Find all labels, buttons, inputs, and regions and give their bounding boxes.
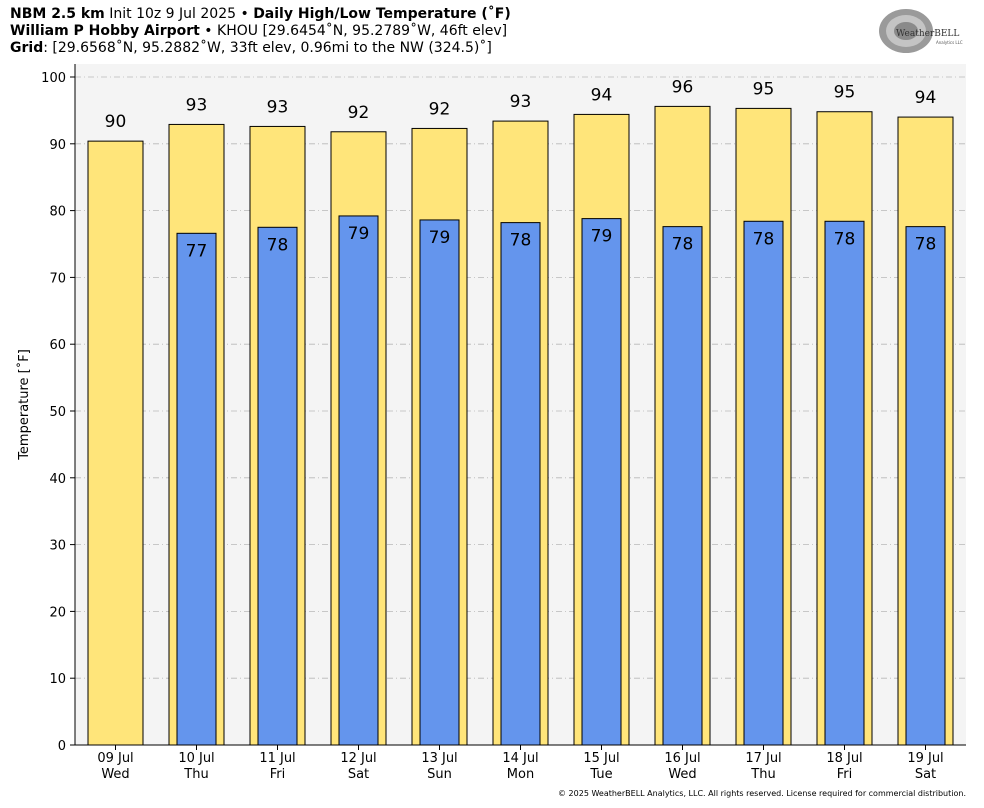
- logo-text: WeatherBELL: [896, 29, 959, 39]
- y-tick-label: 50: [49, 405, 66, 420]
- low-temp-bar: [257, 226, 298, 746]
- x-tick-date: 10 Jul: [178, 751, 214, 766]
- grid-label: Grid: [10, 40, 44, 56]
- x-tick-weekday: Thu: [183, 767, 208, 782]
- header-line-1: NBM 2.5 km Init 10z 9 Jul 2025 • Daily H…: [10, 6, 511, 23]
- y-tick-label: 60: [49, 338, 66, 353]
- low-temp-bar: [500, 222, 541, 746]
- high-temp-bar: [87, 140, 144, 746]
- header-line-3: Grid: [29.6568˚N, 95.2882˚W, 33ft elev, …: [10, 40, 511, 57]
- low-temp-label: 79: [591, 227, 613, 247]
- product-title: Daily High/Low Temperature (˚F): [253, 6, 511, 22]
- high-temp-label: 92: [348, 103, 370, 123]
- low-temp-label: 78: [834, 229, 856, 249]
- low-temp-bar: [581, 218, 622, 746]
- low-temp-label: 78: [753, 229, 775, 249]
- x-tick-date: 09 Jul: [97, 751, 133, 766]
- low-temp-bar: [662, 226, 703, 746]
- x-tick-weekday: Sat: [348, 767, 369, 782]
- x-tick-date: 13 Jul: [421, 751, 457, 766]
- x-tick-weekday: Fri: [270, 767, 286, 782]
- x-tick-date: 19 Jul: [907, 751, 943, 766]
- chart-header: NBM 2.5 km Init 10z 9 Jul 2025 • Daily H…: [10, 6, 511, 57]
- x-tick-date: 18 Jul: [826, 751, 862, 766]
- low-temp-bar: [824, 220, 865, 746]
- high-temp-label: 90: [105, 112, 127, 132]
- header-line-2: William P Hobby Airport • KHOU [29.6454˚…: [10, 23, 511, 40]
- high-temp-label: 93: [267, 97, 289, 117]
- high-temp-label: 96: [672, 77, 694, 97]
- high-temp-label: 92: [429, 99, 451, 119]
- high-temp-label: 94: [591, 85, 613, 105]
- high-temp-label: 95: [834, 83, 856, 103]
- y-tick-label: 40: [49, 472, 66, 487]
- low-temp-label: 78: [510, 231, 532, 251]
- bars: [87, 105, 954, 746]
- separator: •: [240, 6, 249, 22]
- station-name: William P Hobby Airport: [10, 23, 200, 39]
- low-temp-bar: [419, 219, 460, 746]
- y-tick-label: 20: [49, 605, 66, 620]
- low-temp-bar: [905, 226, 946, 746]
- low-temp-label: 78: [915, 235, 937, 255]
- low-temp-bar: [338, 215, 379, 746]
- y-axis-label: Temperature [˚F]: [16, 349, 32, 461]
- grid-info: : [29.6568˚N, 95.2882˚W, 33ft elev, 0.96…: [43, 40, 492, 56]
- x-tick-weekday: Sun: [427, 767, 452, 782]
- model-name: NBM 2.5 km: [10, 6, 105, 22]
- x-tick-date: 16 Jul: [664, 751, 700, 766]
- high-temp-label: 94: [915, 88, 937, 108]
- y-tick-label: 10: [49, 672, 66, 687]
- low-temp-label: 78: [267, 235, 289, 255]
- y-tick-label: 80: [49, 205, 66, 220]
- x-tick-date: 14 Jul: [502, 751, 538, 766]
- y-tick-label: 0: [58, 739, 66, 754]
- high-temp-label: 95: [753, 79, 775, 99]
- separator: •: [204, 23, 213, 39]
- x-tick-weekday: Mon: [507, 767, 534, 782]
- x-tick-weekday: Wed: [101, 767, 129, 782]
- logo-swirl-inner: [894, 22, 918, 40]
- station-info: KHOU [29.6454˚N, 95.2789˚W, 46ft elev]: [217, 23, 508, 39]
- x-tick-date: 15 Jul: [583, 751, 619, 766]
- low-temp-bar: [743, 220, 784, 746]
- x-tick-weekday: Tue: [589, 767, 612, 782]
- data-labels: 90 93 77 93 78 92 79 92 79 93 78 94 79 96 78 95 78 95 78 94…: [105, 77, 937, 261]
- high-temp-label: 93: [510, 92, 532, 112]
- x-tick-weekday: Thu: [750, 767, 775, 782]
- init-time: Init 10z 9 Jul 2025: [109, 6, 237, 22]
- copyright-notice: © 2025 WeatherBELL Analytics, LLC. All r…: [558, 789, 966, 798]
- low-temp-bar: [176, 232, 217, 746]
- x-tick-date: 17 Jul: [745, 751, 781, 766]
- low-temp-label: 77: [186, 241, 208, 261]
- weatherbell-logo: WeatherBELL Analytics LLC: [879, 9, 963, 53]
- low-temp-label: 79: [348, 224, 370, 244]
- x-tick-weekday: Wed: [668, 767, 696, 782]
- low-temp-label: 78: [672, 235, 694, 255]
- y-tick-label: 100: [41, 71, 66, 86]
- y-tick-label: 90: [49, 138, 66, 153]
- x-tick-weekday: Fri: [837, 767, 853, 782]
- x-tick-weekday: Sat: [915, 767, 936, 782]
- x-tick-date: 11 Jul: [259, 751, 295, 766]
- x-tick-date: 12 Jul: [340, 751, 376, 766]
- low-temp-label: 79: [429, 228, 451, 248]
- logo-subtext: Analytics LLC: [936, 40, 963, 45]
- y-tick-label: 30: [49, 539, 66, 554]
- y-tick-label: 70: [49, 271, 66, 286]
- high-temp-label: 93: [186, 95, 208, 115]
